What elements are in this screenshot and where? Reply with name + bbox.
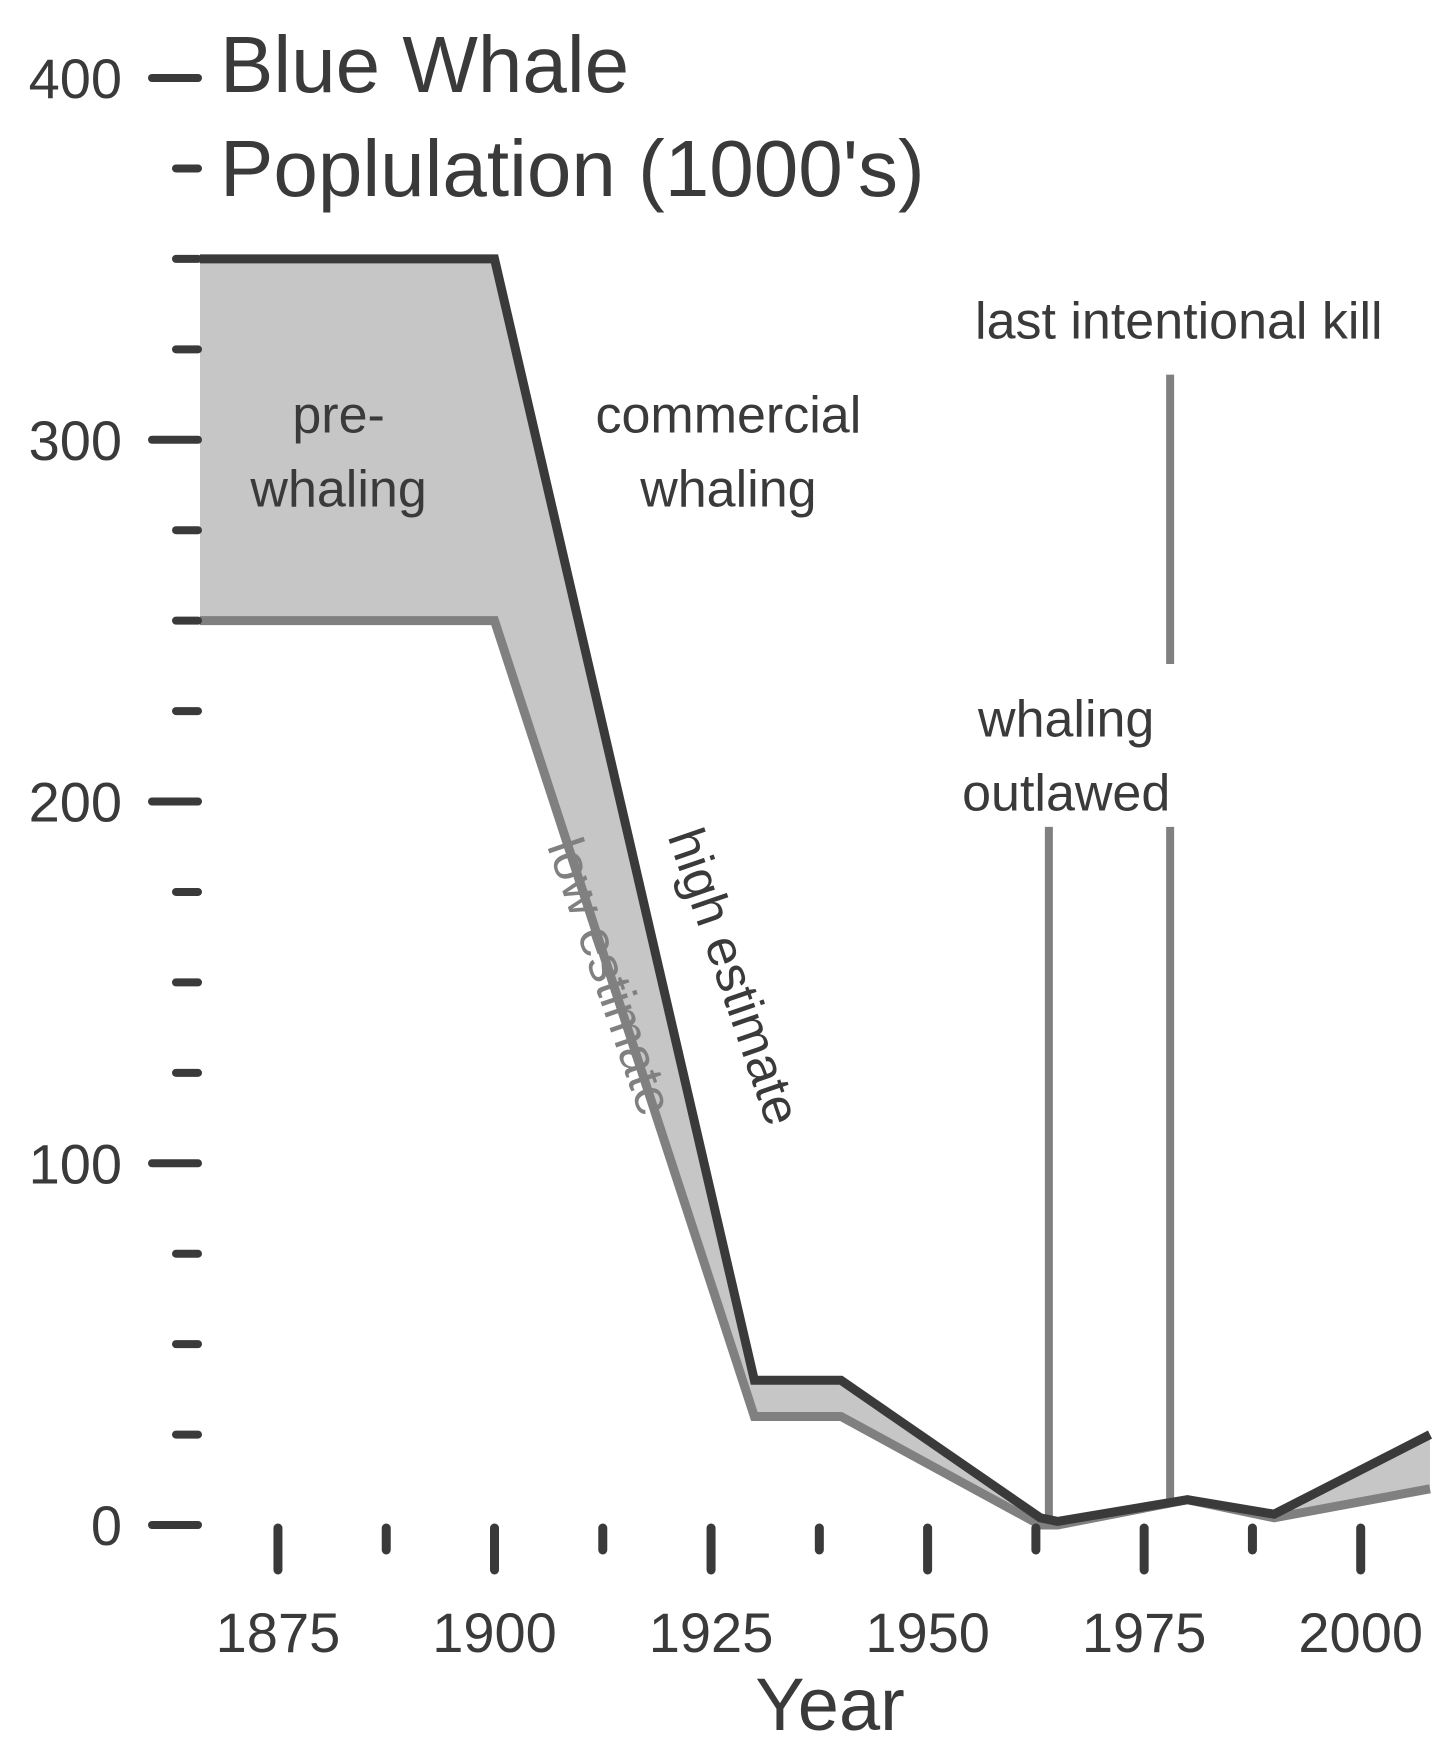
annotation-3-line-1: whaling <box>977 690 1154 748</box>
y-tick-label-400: 400 <box>29 47 122 110</box>
high-estimate-line <box>200 254 1433 1526</box>
x-tick-label-1925: 1925 <box>649 1601 774 1664</box>
annotation-0-line-1: pre- <box>292 387 384 445</box>
x-axis-title: Year <box>755 1663 905 1739</box>
y-tick-label-300: 300 <box>29 409 122 472</box>
estimate-range-band <box>200 258 1430 1525</box>
x-tick-label-1975: 1975 <box>1082 1601 1207 1664</box>
y-axis: 0 100 200 300 400 <box>29 47 202 1557</box>
annotation-1-line-2: whaling <box>639 461 816 519</box>
annotation-3-line-2: outlawed <box>962 764 1170 822</box>
y-tick-label-100: 100 <box>29 1132 122 1195</box>
chart-title-line-2: Poplulation (1000's) <box>220 124 925 213</box>
x-axis: 1875 1900 1925 1950 1975 2000 Year <box>216 1523 1423 1739</box>
x-tick-label-1950: 1950 <box>865 1601 990 1664</box>
series-lines-layer <box>200 254 1433 1530</box>
event-lines-layer <box>1044 374 1175 1525</box>
annotation-0-line-2: whaling <box>249 461 426 519</box>
x-tick-label-1875: 1875 <box>216 1601 341 1664</box>
annotation-2-line-1: last intentional kill <box>975 292 1383 350</box>
x-tick-label-1900: 1900 <box>432 1601 557 1664</box>
chart-title-line-1: Blue Whale <box>220 20 629 109</box>
annotation-1-line-1: commercial <box>595 387 861 445</box>
estimate-band-layer <box>200 258 1430 1525</box>
y-tick-label-0: 0 <box>91 1494 122 1557</box>
x-tick-label-2000: 2000 <box>1298 1601 1423 1664</box>
y-tick-label-200: 200 <box>29 771 122 834</box>
